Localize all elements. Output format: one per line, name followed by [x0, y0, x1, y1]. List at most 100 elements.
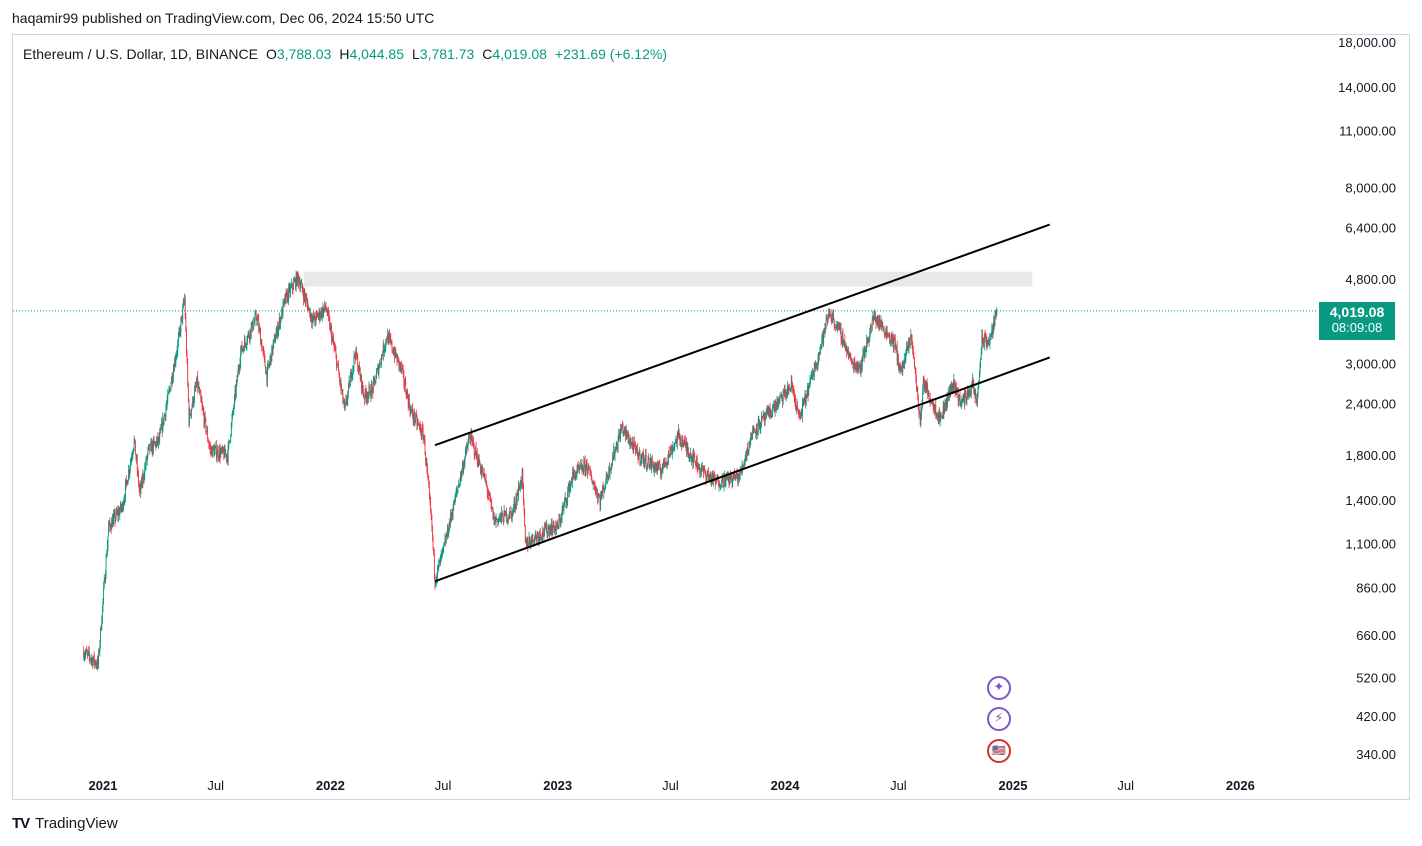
candle-body-302: [271, 346, 273, 362]
candle-body-551: [426, 460, 428, 469]
candle-body-254: [241, 345, 243, 351]
candle-body-886: [635, 446, 636, 451]
candle-body-966: [684, 440, 686, 446]
candle-body-544: [422, 427, 423, 430]
candle-body-1192: [825, 320, 827, 328]
candle-body-1387: [947, 397, 948, 406]
candle-body-695: [516, 498, 517, 503]
candle-body-33: [103, 578, 105, 588]
candle-body-724: [534, 537, 536, 545]
candle-body-56: [118, 510, 119, 516]
candle-body-69: [126, 480, 128, 481]
candle-body-882: [632, 445, 634, 451]
candle-body-542: [420, 433, 422, 436]
candle-body-1248: [860, 360, 862, 372]
candle-body-548: [424, 439, 426, 455]
candle-body-1412: [962, 399, 964, 401]
candle-body-631: [476, 453, 478, 456]
candle-body-858: [617, 439, 619, 448]
candle-body-1304: [895, 348, 897, 352]
candle-body-457: [367, 393, 369, 399]
candle-body-1107: [772, 407, 774, 409]
candle-body-1374: [939, 410, 940, 421]
candle-body-25: [98, 650, 100, 652]
candle-body-952: [676, 439, 678, 445]
candle-body-1053: [739, 475, 740, 480]
candle-body-194: [204, 415, 205, 424]
candle-body-370: [313, 315, 315, 321]
candle-body-66: [124, 498, 126, 500]
candle-body-343: [296, 272, 298, 286]
candle-body-226: [224, 447, 225, 458]
candle-body-1178: [817, 363, 818, 366]
candle-body-1058: [742, 465, 744, 468]
candle-body-188: [200, 392, 202, 399]
candle-body-1238: [854, 361, 856, 366]
candle-body-617: [467, 442, 469, 448]
candle-body-13: [91, 658, 93, 660]
candle-body-217: [218, 457, 220, 458]
candle-body-1433: [975, 394, 977, 403]
candle-body-1379: [942, 417, 944, 419]
candle-body-1126: [784, 390, 786, 396]
candle-body-216: [217, 449, 219, 458]
candle-body-422: [346, 399, 347, 403]
candle-body-1378: [941, 416, 943, 419]
candle-body-961: [681, 439, 683, 447]
candle-body-1148: [798, 411, 800, 415]
candle-countdown: 08:09:08: [1331, 320, 1383, 335]
candle-body-136: [168, 392, 169, 394]
candle-body-1254: [864, 351, 866, 358]
candle-body-483: [384, 348, 385, 352]
candle-body-848: [611, 462, 613, 465]
candle-body-949: [674, 442, 676, 447]
candle-body-1330: [911, 340, 913, 346]
candle-body-1211: [837, 323, 839, 325]
candle-body-495: [391, 341, 393, 350]
candle-body-906: [647, 459, 649, 465]
candle-body-496: [392, 349, 394, 352]
candle-body-531: [414, 412, 415, 422]
candle-body-165: [186, 330, 187, 354]
sparkle-icon[interactable]: ✦: [987, 676, 1011, 700]
candle-body-158: [181, 315, 183, 320]
candle-body-870: [625, 428, 626, 436]
candle-body-1261: [868, 340, 870, 343]
candle-body-504: [397, 356, 399, 363]
candle-body-1193: [826, 320, 828, 321]
candle-body-213: [215, 445, 217, 458]
candle-body-528: [412, 409, 413, 416]
lightning-icon[interactable]: ⚡: [987, 707, 1011, 731]
x-tick-label-2: 2022: [316, 778, 345, 793]
candle-body-625: [472, 441, 474, 442]
candle-body-850: [612, 457, 614, 459]
candle-body-987: [698, 466, 699, 470]
candle-body-356: [305, 296, 306, 302]
us-flag-icon[interactable]: 🇺🇸: [987, 739, 1011, 763]
candle-body-508: [399, 362, 401, 368]
candle-body-605: [460, 472, 461, 481]
candle-body-106: [149, 444, 151, 451]
candle-body-518: [405, 392, 407, 398]
candle-body-1119: [780, 394, 782, 396]
candle-body-1100: [768, 408, 770, 416]
candle-body-897: [641, 455, 643, 458]
candle-body-1263: [869, 326, 871, 334]
candle-body-894: [640, 461, 641, 463]
candle-body-1354: [926, 382, 928, 389]
candle-body-102: [146, 455, 148, 461]
candle-body-574: [440, 555, 442, 557]
candle-body-120: [158, 437, 159, 443]
candle-body-211: [214, 447, 216, 450]
candle-body-1098: [767, 411, 768, 413]
candle-body-359: [306, 300, 308, 305]
candle-body-427: [349, 380, 351, 387]
candle-body-1413: [963, 394, 965, 400]
tradingview-brand[interactable]: TV TradingView: [12, 815, 118, 832]
candle-body-144: [172, 369, 174, 378]
candle-body-362: [308, 307, 310, 309]
candle-body-1023: [720, 485, 722, 487]
candle-body-129: [163, 416, 165, 424]
candle-body-969: [686, 447, 688, 452]
